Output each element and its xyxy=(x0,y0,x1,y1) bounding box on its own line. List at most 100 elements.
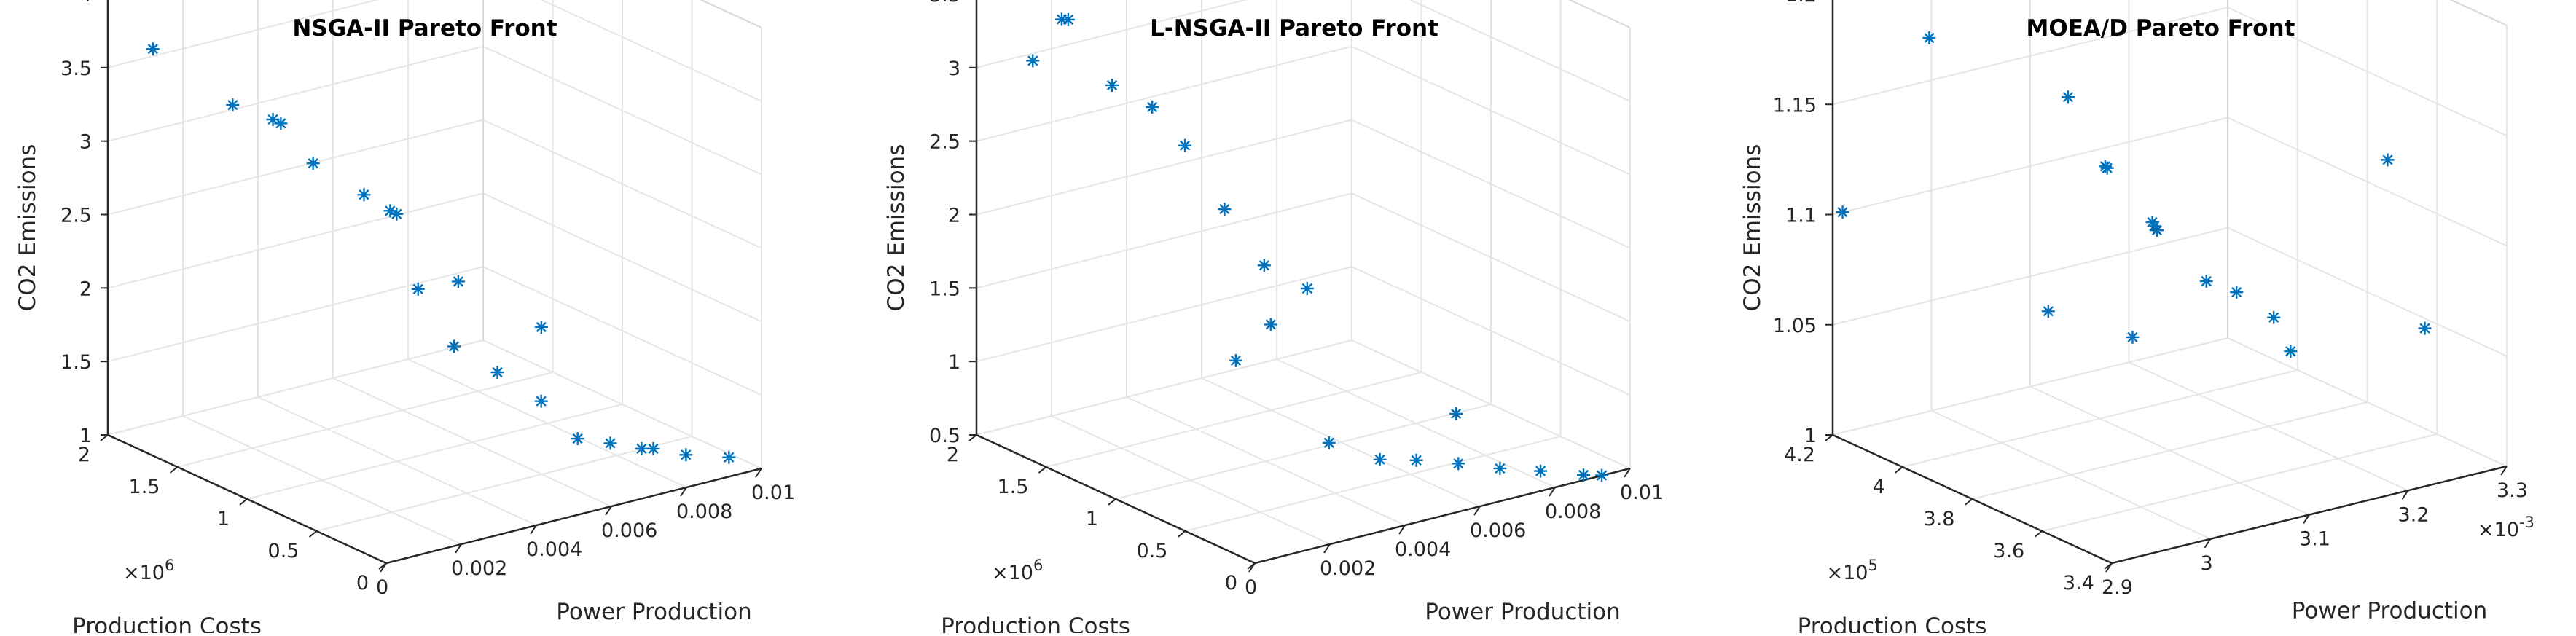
data-point xyxy=(306,157,320,170)
y-tick-mark xyxy=(2034,530,2043,538)
x-tick-mark xyxy=(1624,468,1631,478)
y-tick-mark xyxy=(1964,498,1973,506)
chart-panel-1: 00.0020.0040.0060.0080.0100.511.5211.522… xyxy=(15,0,795,636)
grid-line xyxy=(2227,7,2508,137)
x-tick-mark xyxy=(755,468,762,478)
data-point xyxy=(1061,12,1075,26)
y-tick-mark xyxy=(1825,434,1833,441)
data-point xyxy=(2041,305,2055,318)
z-tick-label: 1.05 xyxy=(1773,315,1817,337)
x-tick-mark xyxy=(1323,543,1331,554)
y-tick-label: 0.5 xyxy=(268,540,300,562)
x-tick-label: 0.006 xyxy=(1470,519,1526,542)
z-tick-label: 2 xyxy=(948,205,960,227)
z-tick-label: 1.1 xyxy=(1785,205,1817,227)
grid-line xyxy=(107,192,484,289)
y-tick-mark xyxy=(1038,466,1047,474)
grid-line xyxy=(976,45,1352,142)
x-axis xyxy=(1254,467,1631,565)
grid-line xyxy=(1185,436,1561,532)
x-tick-label: 0.004 xyxy=(1395,538,1451,561)
data-point xyxy=(1026,54,1040,68)
data-point xyxy=(274,117,288,130)
data-point xyxy=(2267,310,2281,324)
y-tick-label: 0.5 xyxy=(1137,540,1168,562)
x-tick-mark xyxy=(2500,466,2508,476)
x-tick-label: 0.002 xyxy=(451,557,507,580)
grid-line xyxy=(1351,339,1631,469)
grid-line xyxy=(316,436,692,532)
grid-line xyxy=(2227,117,2508,247)
grid-line xyxy=(1351,45,1631,176)
y-tick-label: 3.4 xyxy=(2063,572,2094,594)
data-point xyxy=(2126,330,2140,344)
grid-line xyxy=(976,192,1352,289)
grid-line xyxy=(177,372,553,468)
grid-line xyxy=(1276,358,1556,488)
x-tick-mark xyxy=(1473,506,1481,516)
y-tick-mark xyxy=(1177,530,1186,538)
grid-line xyxy=(976,0,1248,68)
z-tick-label: 2 xyxy=(79,278,92,300)
data-point xyxy=(1322,436,1336,449)
y-tick-mark xyxy=(378,562,387,570)
data-point xyxy=(1534,464,1548,478)
x-axis xyxy=(385,467,762,565)
grid-line xyxy=(407,358,687,488)
grid-line xyxy=(257,396,537,526)
grid-line xyxy=(332,377,612,507)
box-edge xyxy=(1568,0,1631,28)
grid-line xyxy=(482,266,762,396)
grid-line xyxy=(1931,409,2211,540)
z-tick-label: 4 xyxy=(79,0,92,7)
y-tick-label: 1 xyxy=(217,508,230,530)
data-point xyxy=(1836,205,1849,219)
y-tick-label: 1.5 xyxy=(129,476,160,498)
y-tick-label: 0 xyxy=(356,572,369,594)
data-point xyxy=(2230,286,2244,299)
x-tick-mark xyxy=(455,543,462,554)
x-tick-label: 0.006 xyxy=(601,519,657,542)
x-axis-label: Power Production xyxy=(2292,598,2488,624)
y-tick-label: 2 xyxy=(78,444,90,466)
grid-line xyxy=(182,415,462,545)
z-tick-label: 2.5 xyxy=(60,205,92,227)
y-tick-mark xyxy=(968,434,977,441)
x-tick-label: 3.1 xyxy=(2299,528,2330,551)
data-point xyxy=(571,432,584,446)
x-tick-label: 0.004 xyxy=(526,538,582,561)
data-point xyxy=(1373,452,1387,466)
x-tick-label: 3.3 xyxy=(2497,479,2528,502)
grid-line xyxy=(1351,119,1631,249)
data-point xyxy=(2199,275,2213,288)
data-point xyxy=(679,448,693,462)
z-tick-label: 1.5 xyxy=(60,351,92,374)
y-tick-label: 0 xyxy=(1225,572,1237,594)
data-point xyxy=(1595,468,1609,482)
z-tick-label: 3 xyxy=(948,58,960,80)
grid-line xyxy=(976,119,1352,216)
data-point xyxy=(1922,31,1936,45)
data-point xyxy=(490,366,504,380)
grid-line xyxy=(1409,0,1631,102)
y-axis-label: Production Costs xyxy=(1798,613,1987,633)
data-point xyxy=(390,207,404,221)
z-tick-label: 1 xyxy=(79,425,92,447)
data-point xyxy=(722,450,736,464)
data-point xyxy=(646,441,660,455)
data-point xyxy=(226,98,240,112)
grid-line xyxy=(976,339,1352,436)
grid-line xyxy=(107,339,484,436)
z-tick-label: 1.5 xyxy=(929,278,960,300)
z-tick-label: 3.5 xyxy=(929,0,960,7)
y-multiplier: ×105 xyxy=(1827,557,1878,584)
data-point xyxy=(1264,318,1277,331)
data-point xyxy=(1146,100,1159,114)
data-point xyxy=(447,339,461,353)
x-multiplier: ×10-3 xyxy=(2478,514,2534,541)
grid-line xyxy=(107,0,379,68)
x-tick-label: 3.2 xyxy=(2398,503,2430,526)
data-point xyxy=(1449,407,1463,420)
